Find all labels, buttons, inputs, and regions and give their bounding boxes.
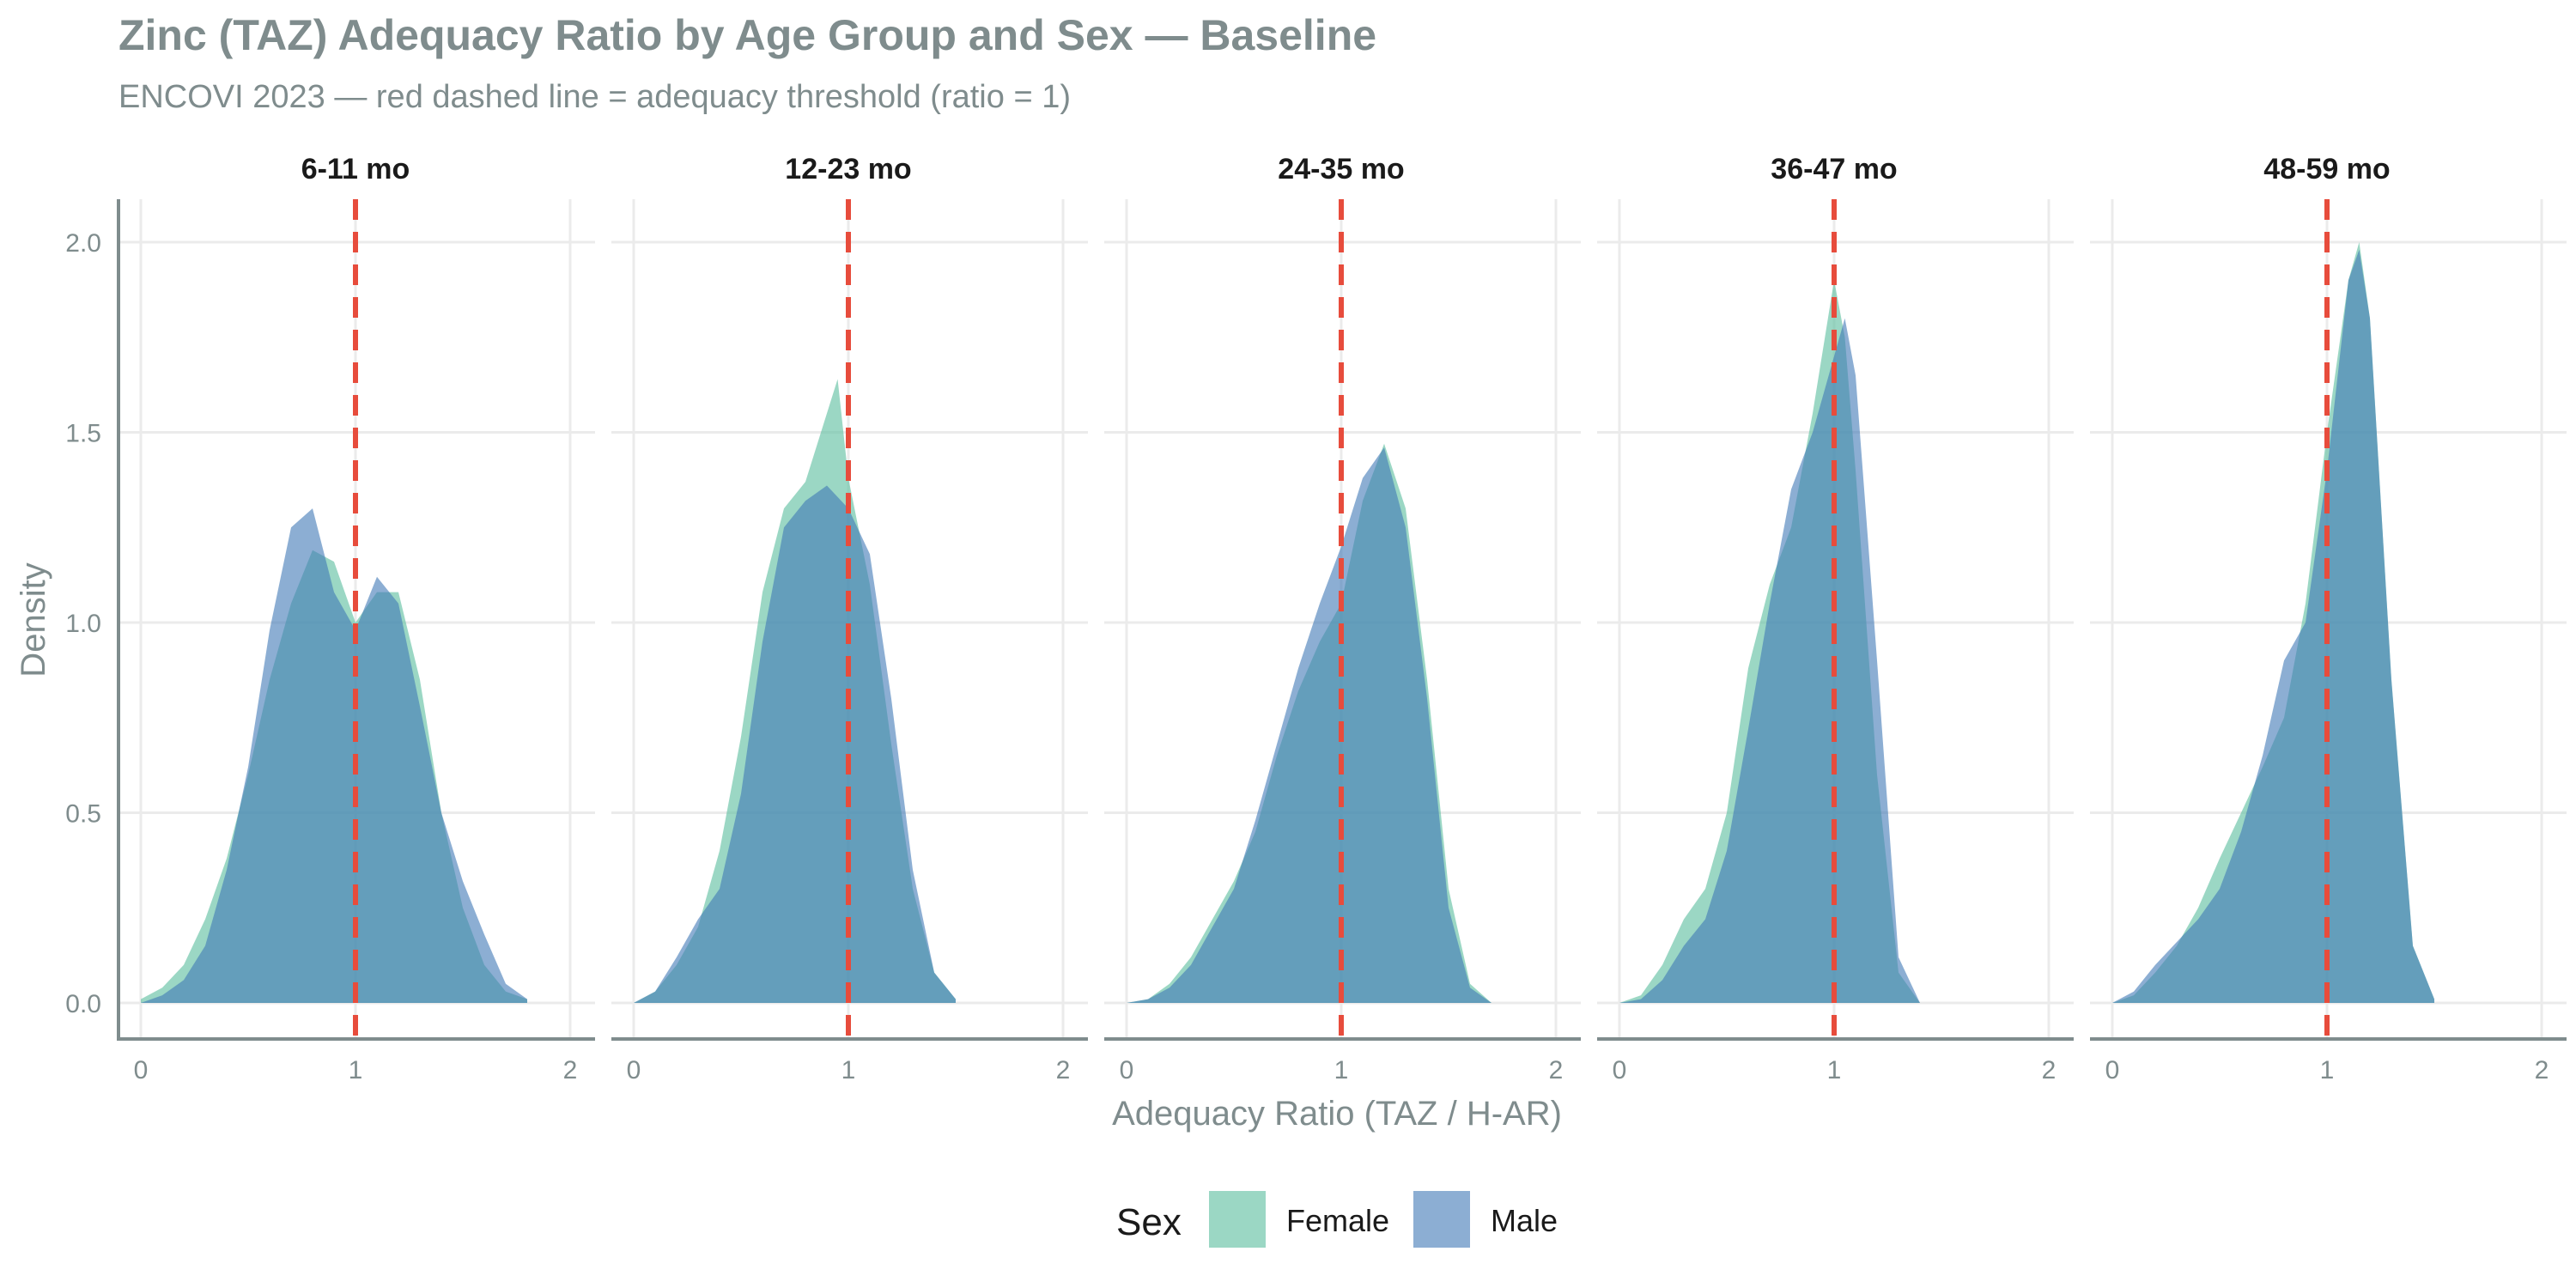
legend-label-female: Female [1286,1203,1389,1238]
facet-label: 12-23 mo [785,153,911,185]
y-tick-label: 2.0 [65,229,101,258]
chart-subtitle: ENCOVI 2023 — red dashed line = adequacy… [118,79,1071,115]
legend-title: Sex [1116,1201,1182,1243]
legend-swatch-male [1413,1191,1470,1248]
x-tick-label: 2 [2042,1056,2057,1084]
y-tick-label: 0.0 [65,990,101,1018]
x-tick-label: 2 [2535,1056,2549,1084]
facet-panels: 0 1 2 6-11 mo 0 1 2 12-23 mo 0 1 2 24-35 mo 0 1 2 36-47… [118,153,2567,1084]
legend-swatch-female [1209,1191,1266,1248]
facet-panel: 0 1 2 12-23 mo [611,153,1088,1084]
x-tick-label: 2 [1549,1056,1564,1084]
facet-label: 36-47 mo [1771,153,1897,185]
facet-panel: 0 1 2 36-47 mo [1597,153,2074,1084]
density-area-male [634,485,956,1003]
y-tick-label: 1.5 [65,420,101,448]
x-tick-label: 0 [1120,1056,1134,1084]
y-axis-title: Density [15,562,52,677]
x-tick-label: 0 [2105,1056,2120,1084]
x-tick-label: 0 [134,1056,149,1084]
x-tick-label: 1 [2320,1056,2335,1084]
x-tick-label: 1 [841,1056,856,1084]
x-tick-label: 1 [1334,1056,1349,1084]
facet-label: 24-35 mo [1278,153,1404,185]
chart-title: Zinc (TAZ) Adequacy Ratio by Age Group a… [118,11,1376,59]
legend-label-male: Male [1491,1203,1558,1238]
facet-panel: 0 1 2 24-35 mo [1104,153,1581,1084]
facet-panel: 0 1 2 6-11 mo [118,153,595,1084]
y-axis: 0.0 0.5 1.0 1.5 2.0 [65,199,120,1041]
x-tick-label: 1 [349,1056,363,1084]
facet-label: 6-11 mo [301,153,410,185]
legend: Sex Female Male [1116,1191,1558,1248]
density-area-male [1619,318,1920,1004]
density-area-male [2112,249,2434,1003]
x-axis-title: Adequacy Ratio (TAZ / H-AR) [1112,1095,1562,1133]
x-tick-label: 2 [1056,1056,1071,1084]
facet-panel: 0 1 2 48-59 mo [2090,153,2567,1084]
y-tick-label: 0.5 [65,800,101,829]
density-area-male [1127,447,1492,1003]
density-area-male [141,508,527,1003]
x-tick-label: 0 [1613,1056,1627,1084]
x-tick-label: 0 [627,1056,641,1084]
facet-label: 48-59 mo [2263,153,2390,185]
x-tick-label: 1 [1827,1056,1842,1084]
y-tick-label: 1.0 [65,610,101,638]
x-tick-label: 2 [563,1056,578,1084]
